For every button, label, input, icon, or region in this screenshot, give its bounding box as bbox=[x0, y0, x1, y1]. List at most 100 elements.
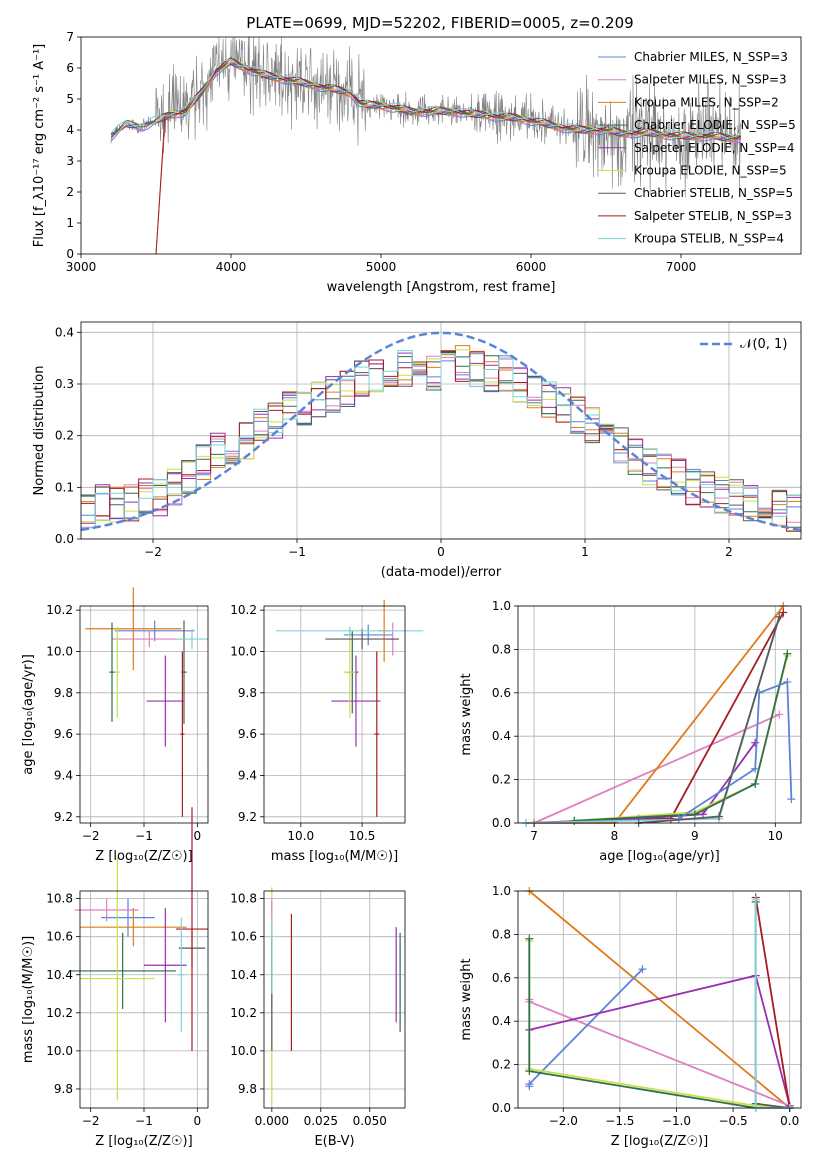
model-line bbox=[155, 57, 742, 255]
legend-entry: Chabrier ELODIE, N_SSP=5 bbox=[634, 118, 796, 132]
y-tick-label: 0.6 bbox=[492, 686, 511, 700]
plot-area bbox=[80, 331, 802, 532]
weight-marker bbox=[751, 738, 760, 747]
y-axis-label: Flux [f_λ10⁻¹⁷ erg cm⁻² s⁻¹ A⁻¹] bbox=[32, 44, 47, 248]
legend-entry: Chabrier STELIB, N_SSP=5 bbox=[634, 186, 793, 200]
x-tick-label: 8 bbox=[611, 829, 619, 843]
y-tick-label: 0.6 bbox=[492, 971, 511, 985]
weight-line bbox=[754, 897, 791, 1109]
legend-entry: Kroupa STELIB, N_SSP=4 bbox=[634, 232, 784, 246]
plot-area bbox=[271, 887, 401, 1101]
y-tick-label: 0.8 bbox=[492, 927, 511, 941]
weight-marker bbox=[775, 710, 784, 719]
x-tick-label: 0 bbox=[194, 1114, 202, 1128]
y-tick-label: 9.8 bbox=[238, 686, 257, 700]
y-tick-label: 7 bbox=[66, 30, 74, 44]
weight-line bbox=[525, 616, 781, 824]
panel-mass-vs-Z: −2 −1 0 9.8 10.0 10.2 10.4 10.6 10.8 Z [log₁₀(Z/Z… bbox=[21, 807, 209, 1149]
y-tick-label: 9.8 bbox=[238, 1082, 257, 1096]
weight-marker bbox=[751, 895, 760, 904]
weight-marker bbox=[638, 965, 647, 974]
plot-area bbox=[525, 887, 794, 1112]
y-tick-label: 0.4 bbox=[492, 729, 511, 743]
plot-area bbox=[85, 587, 208, 817]
x-tick-label: −1 bbox=[288, 545, 306, 559]
legend-entry: Salpeter STELIB, N_SSP=3 bbox=[634, 209, 792, 223]
plot-area bbox=[110, 36, 742, 255]
y-tick-label: 0.0 bbox=[55, 532, 74, 546]
x-axis-label: Z [log₁₀(Z/Z☉)] bbox=[95, 1134, 192, 1149]
y-tick-label: 0.2 bbox=[492, 1058, 511, 1072]
y-axis-label: age [log₁₀(age/yr)] bbox=[21, 654, 36, 775]
plot-area bbox=[69, 807, 208, 1101]
weight-marker bbox=[783, 649, 792, 658]
weight-marker bbox=[525, 1067, 534, 1076]
panel-weight-vs-age: 7 8 9 10 0.0 0.2 0.4 0.6 0.8 1.0 age [log₁₀(age/yr… bbox=[459, 599, 802, 864]
y-tick-label: 10.2 bbox=[230, 603, 257, 617]
y-tick-label: 9.6 bbox=[54, 727, 73, 741]
y-tick-label: 9.6 bbox=[238, 727, 257, 741]
weight-marker bbox=[570, 816, 579, 825]
y-tick-label: 0 bbox=[66, 247, 74, 261]
x-tick-label: 0 bbox=[194, 829, 202, 843]
panel-mass-vs-ebv: 0.000 0.025 0.050 9.8 10.0 10.2 10.4 10.6 10.8 E(… bbox=[230, 887, 406, 1149]
y-tick-label: 10.4 bbox=[46, 968, 73, 982]
weight-line bbox=[529, 974, 791, 1107]
y-tick-label: 9.2 bbox=[238, 810, 257, 824]
weight-marker bbox=[690, 810, 699, 819]
y-tick-label: 0.8 bbox=[492, 642, 511, 656]
y-tick-label: 5 bbox=[66, 92, 74, 106]
y-tick-label: 10.0 bbox=[230, 644, 257, 658]
y-tick-label: 0.3 bbox=[55, 377, 74, 391]
y-tick-label: 10.8 bbox=[230, 892, 257, 906]
y-tick-label: 10.0 bbox=[46, 1044, 73, 1058]
y-tick-label: 0.0 bbox=[492, 1101, 511, 1115]
weight-marker bbox=[751, 764, 760, 773]
model-line bbox=[155, 62, 742, 255]
x-tick-label: −1 bbox=[135, 829, 153, 843]
panel-age-vs-Z: −2 −1 0 9.2 9.4 9.6 9.8 10.0 10.2 Z [log₁₀(Z/Z☉)]… bbox=[21, 587, 209, 864]
x-tick-label: −1.5 bbox=[605, 1114, 634, 1128]
x-axis-label: Z [log₁₀(Z/Z☉)] bbox=[611, 1134, 708, 1149]
weight-line bbox=[528, 938, 790, 1109]
x-tick-label: 10.0 bbox=[287, 829, 314, 843]
y-tick-label: 1 bbox=[66, 216, 74, 230]
y-axis-label: mass [log₁₀(M/M☉)] bbox=[21, 936, 36, 1063]
x-tick-label: 0.050 bbox=[353, 1114, 387, 1128]
x-tick-label: 1 bbox=[581, 545, 589, 559]
y-tick-label: 0.2 bbox=[55, 429, 74, 443]
weight-line bbox=[528, 940, 790, 1109]
y-tick-label: 10.2 bbox=[46, 603, 73, 617]
model-line bbox=[110, 64, 742, 142]
axes-frame bbox=[517, 890, 802, 1109]
y-tick-label: 3 bbox=[66, 154, 74, 168]
histogram-step bbox=[81, 350, 801, 529]
x-tick-label: 9 bbox=[691, 829, 699, 843]
y-tick-label: 4 bbox=[66, 123, 74, 137]
weight-line bbox=[534, 605, 785, 824]
x-tick-label: −0.5 bbox=[719, 1114, 748, 1128]
y-tick-label: 9.8 bbox=[54, 1082, 73, 1096]
x-tick-label: 7000 bbox=[666, 260, 697, 274]
y-tick-label: 0.4 bbox=[492, 1014, 511, 1028]
axes-frame bbox=[263, 605, 406, 824]
x-tick-label: −2 bbox=[82, 1114, 100, 1128]
x-tick-label: 0.0 bbox=[780, 1114, 799, 1128]
panel-age-vs-mass: 10.0 10.5 9.2 9.4 9.6 9.8 10.0 10.2 mass [log₁₀(… bbox=[230, 599, 424, 864]
x-tick-label: 10 bbox=[768, 829, 783, 843]
x-tick-label: 0 bbox=[437, 545, 445, 559]
x-tick-label: −2 bbox=[144, 545, 162, 559]
x-axis-label: Z [log₁₀(Z/Z☉)] bbox=[95, 849, 192, 864]
y-tick-label: 10.8 bbox=[46, 892, 73, 906]
x-tick-label: 3000 bbox=[66, 260, 97, 274]
plot-area bbox=[276, 599, 424, 817]
legend-entry: Salpeter ELODIE, N_SSP=4 bbox=[634, 141, 795, 155]
y-tick-label: 0.1 bbox=[55, 480, 74, 494]
y-tick-label: 10.4 bbox=[230, 968, 257, 982]
axes-frame bbox=[263, 890, 406, 1109]
y-tick-label: 9.4 bbox=[238, 768, 257, 782]
y-axis-label: Normed distribution bbox=[32, 366, 47, 496]
y-tick-label: 10.0 bbox=[230, 1044, 257, 1058]
weight-marker bbox=[783, 677, 792, 686]
